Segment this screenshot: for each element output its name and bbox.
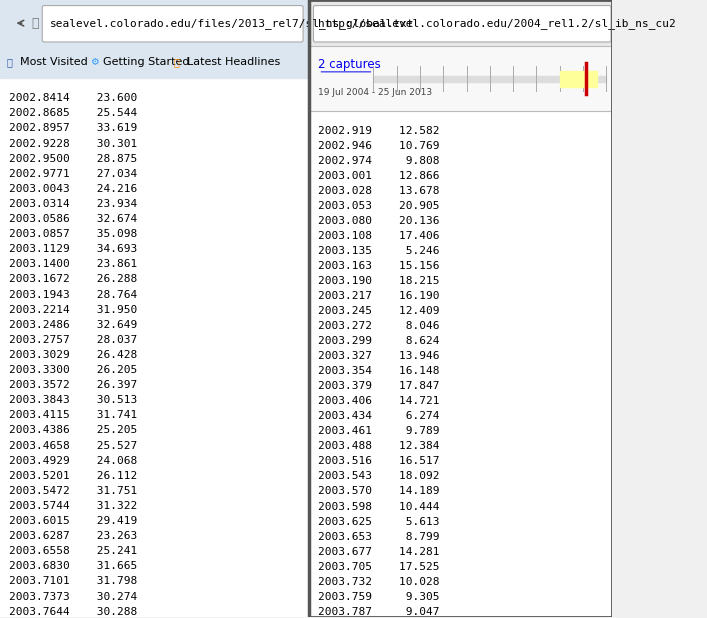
Text: 2003.354    16.148: 2003.354 16.148 <box>318 366 440 376</box>
Text: 2002.919    12.582: 2002.919 12.582 <box>318 126 440 136</box>
Text: 2002.8414    23.600: 2002.8414 23.600 <box>9 93 137 103</box>
Text: 2003.434     6.274: 2003.434 6.274 <box>318 412 440 421</box>
Text: 2003.6015    29.419: 2003.6015 29.419 <box>9 516 137 526</box>
Text: 2002.9771    27.034: 2002.9771 27.034 <box>9 169 137 179</box>
Text: Most Visited: Most Visited <box>20 57 88 67</box>
Text: 2 captures: 2 captures <box>318 58 381 71</box>
Text: 2003.406    14.721: 2003.406 14.721 <box>318 396 440 407</box>
Text: http://sealevel.colorado.edu/2004_rel1.2/sl_ib_ns_cu2: http://sealevel.colorado.edu/2004_rel1.2… <box>318 18 676 28</box>
Text: 2003.217    16.190: 2003.217 16.190 <box>318 291 440 301</box>
Text: 2003.5201    26.112: 2003.5201 26.112 <box>9 471 137 481</box>
Text: 2003.732    10.028: 2003.732 10.028 <box>318 577 440 586</box>
Text: 2003.245    12.409: 2003.245 12.409 <box>318 306 440 316</box>
Text: 2003.2486    32.649: 2003.2486 32.649 <box>9 320 137 330</box>
Text: 2002.974     9.808: 2002.974 9.808 <box>318 156 440 166</box>
Text: 19 Jul 2004 - 25 Jun 2013: 19 Jul 2004 - 25 Jun 2013 <box>318 88 433 98</box>
Text: 2002.8957    33.619: 2002.8957 33.619 <box>9 124 137 133</box>
Bar <box>309 46 612 111</box>
Text: 2003.028    13.678: 2003.028 13.678 <box>318 186 440 196</box>
FancyBboxPatch shape <box>42 6 303 42</box>
Text: 2003.163    15.156: 2003.163 15.156 <box>318 261 440 271</box>
Text: 2003.7101    31.798: 2003.7101 31.798 <box>9 577 137 586</box>
Text: 2003.705    17.525: 2003.705 17.525 <box>318 562 440 572</box>
Text: 2002.946    10.769: 2002.946 10.769 <box>318 141 440 151</box>
Text: 2003.543    18.092: 2003.543 18.092 <box>318 472 440 481</box>
Text: 📰: 📰 <box>174 57 180 67</box>
Text: 2003.001    12.866: 2003.001 12.866 <box>318 171 440 181</box>
Text: 2003.4386    25.205: 2003.4386 25.205 <box>9 425 137 436</box>
Text: 2003.5744    31.322: 2003.5744 31.322 <box>9 501 137 511</box>
Bar <box>373 75 606 82</box>
Text: 2003.4658    25.527: 2003.4658 25.527 <box>9 441 137 451</box>
Bar <box>309 0 612 617</box>
Text: 2003.598    10.444: 2003.598 10.444 <box>318 502 440 512</box>
Text: 2003.4115    31.741: 2003.4115 31.741 <box>9 410 137 420</box>
Text: 2003.053    20.905: 2003.053 20.905 <box>318 201 440 211</box>
Text: Getting Started: Getting Started <box>103 57 190 67</box>
Text: 2003.3029    26.428: 2003.3029 26.428 <box>9 350 137 360</box>
Bar <box>309 0 612 46</box>
Text: 2003.3572    26.397: 2003.3572 26.397 <box>9 380 137 390</box>
Bar <box>309 46 612 111</box>
Text: 2003.653     8.799: 2003.653 8.799 <box>318 531 440 541</box>
Text: 2003.3843    30.513: 2003.3843 30.513 <box>9 396 137 405</box>
Text: 2003.1943    28.764: 2003.1943 28.764 <box>9 290 137 300</box>
Text: 2003.0857    35.098: 2003.0857 35.098 <box>9 229 137 239</box>
Text: 2003.0314    23.934: 2003.0314 23.934 <box>9 199 137 209</box>
Text: sealevel.colorado.edu/files/2013_rel7/sl_ns_global.txt: sealevel.colorado.edu/files/2013_rel7/sl… <box>50 18 415 28</box>
Text: 2003.299     8.624: 2003.299 8.624 <box>318 336 440 346</box>
Text: 2003.625     5.613: 2003.625 5.613 <box>318 517 440 527</box>
Bar <box>0 46 309 78</box>
Text: 2003.1129    34.693: 2003.1129 34.693 <box>9 244 137 254</box>
Text: Latest Headlines: Latest Headlines <box>187 57 281 67</box>
Text: 2003.1672    26.288: 2003.1672 26.288 <box>9 274 137 284</box>
Text: 🔑: 🔑 <box>6 57 12 67</box>
Bar <box>560 70 597 87</box>
Text: 2003.787     9.047: 2003.787 9.047 <box>318 607 440 617</box>
Bar <box>309 0 612 617</box>
Text: 2003.7373    30.274: 2003.7373 30.274 <box>9 591 137 601</box>
Text: 2003.516    16.517: 2003.516 16.517 <box>318 457 440 467</box>
Text: 2002.9500    28.875: 2002.9500 28.875 <box>9 154 137 164</box>
Text: ⚙: ⚙ <box>90 57 99 67</box>
Text: 2003.135     5.246: 2003.135 5.246 <box>318 246 440 256</box>
Bar <box>0 0 309 46</box>
Text: 2003.0586    32.674: 2003.0586 32.674 <box>9 214 137 224</box>
Text: 2003.4929    24.068: 2003.4929 24.068 <box>9 455 137 465</box>
Text: 2003.2214    31.950: 2003.2214 31.950 <box>9 305 137 315</box>
Text: 2003.6558    25.241: 2003.6558 25.241 <box>9 546 137 556</box>
Text: 2003.080    20.136: 2003.080 20.136 <box>318 216 440 226</box>
Text: 2003.190    18.215: 2003.190 18.215 <box>318 276 440 286</box>
Text: 2003.1400    23.861: 2003.1400 23.861 <box>9 260 137 269</box>
Text: 2003.7644    30.288: 2003.7644 30.288 <box>9 607 137 617</box>
Text: 2003.272     8.046: 2003.272 8.046 <box>318 321 440 331</box>
Text: 2003.379    17.847: 2003.379 17.847 <box>318 381 440 391</box>
Text: 2002.9228    30.301: 2002.9228 30.301 <box>9 138 137 148</box>
Text: 2002.8685    25.544: 2002.8685 25.544 <box>9 108 137 118</box>
FancyBboxPatch shape <box>313 6 611 42</box>
Text: 2003.759     9.305: 2003.759 9.305 <box>318 591 440 602</box>
Text: 2003.5472    31.751: 2003.5472 31.751 <box>9 486 137 496</box>
Text: ⓘ: ⓘ <box>31 17 39 30</box>
Text: 2003.461     9.789: 2003.461 9.789 <box>318 426 440 436</box>
Text: 2003.6287    23.263: 2003.6287 23.263 <box>9 531 137 541</box>
Text: 2003.6830    31.665: 2003.6830 31.665 <box>9 561 137 572</box>
Text: 2003.108    17.406: 2003.108 17.406 <box>318 231 440 241</box>
Text: 2003.327    13.946: 2003.327 13.946 <box>318 351 440 362</box>
Text: 2003.0043    24.216: 2003.0043 24.216 <box>9 184 137 194</box>
Text: 2003.488    12.384: 2003.488 12.384 <box>318 441 440 451</box>
Text: 2003.2757    28.037: 2003.2757 28.037 <box>9 335 137 345</box>
Bar <box>0 0 309 617</box>
Text: 2003.677    14.281: 2003.677 14.281 <box>318 546 440 557</box>
Text: 2003.570    14.189: 2003.570 14.189 <box>318 486 440 496</box>
Text: 2003.3300    26.205: 2003.3300 26.205 <box>9 365 137 375</box>
